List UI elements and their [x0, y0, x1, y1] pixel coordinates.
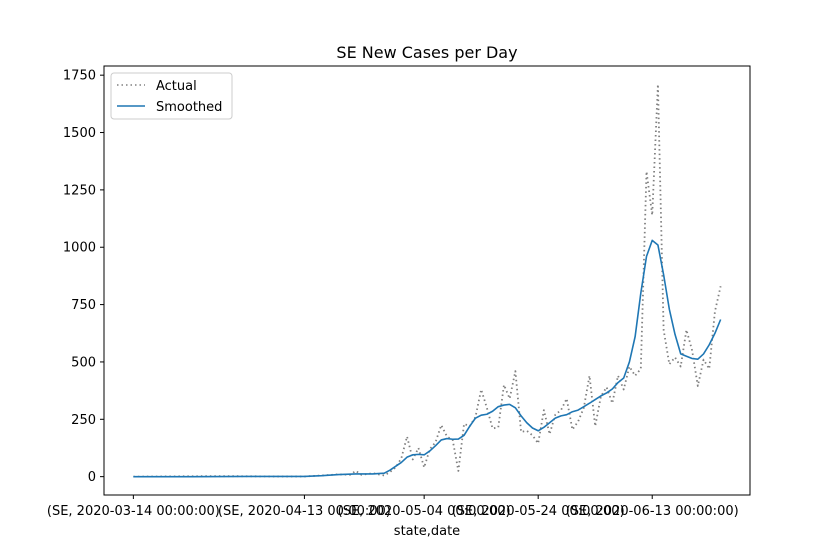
y-tick-label: 750: [71, 298, 96, 313]
x-axis-ticks: (SE, 2020-03-14 00:00:00)(SE, 2020-04-13…: [47, 495, 739, 519]
x-tick-label: (SE, 2020-05-04 00:00:00): [338, 504, 511, 519]
y-tick-label: 0: [88, 470, 96, 485]
y-tick-label: 500: [71, 355, 96, 370]
y-axis-ticks: 0 250 500 750 1000 1250 1500 1750: [63, 69, 104, 485]
x-tick-label: (SE, 2020-05-24 00:00:00): [452, 504, 625, 519]
series-layer: [133, 83, 722, 478]
legend: Actual Smoothed: [110, 72, 233, 120]
legend-label-smoothed: Smoothed: [156, 100, 222, 115]
chart-title: SE New Cases per Day: [336, 43, 517, 62]
series-line-smoothed: [133, 239, 722, 478]
axes-frame: [103, 65, 751, 496]
legend-label-actual: Actual: [156, 79, 197, 94]
y-tick-label: 250: [71, 413, 96, 428]
legend-box: [110, 72, 233, 120]
y-tick-label: 1500: [63, 126, 96, 141]
y-tick-label: 1000: [63, 241, 96, 256]
x-tick-label: (SE, 2020-06-13 00:00:00): [566, 504, 739, 519]
x-tick-label: (SE, 2020-04-13 00:00:00): [218, 504, 391, 519]
y-tick-label: 1250: [63, 183, 96, 198]
x-tick-label: (SE, 2020-03-14 00:00:00): [47, 504, 220, 519]
y-tick-label: 1750: [63, 69, 96, 84]
x-axis-label: state,date: [394, 524, 460, 539]
